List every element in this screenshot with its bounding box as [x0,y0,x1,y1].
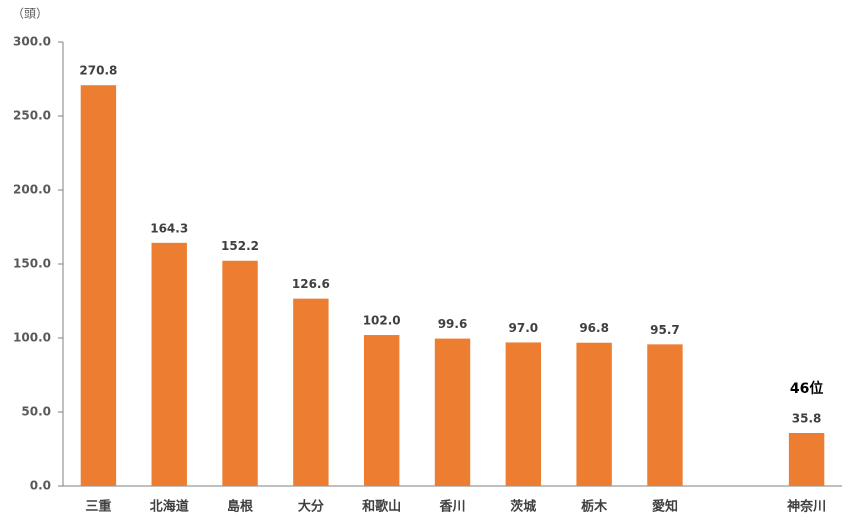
x-tick-label: 北海道 [150,499,189,515]
y-tick-label: 100.0 [13,331,51,345]
y-tick-label: 150.0 [13,257,51,271]
y-tick-label: 300.0 [13,35,51,49]
value-label: 164.3 [150,221,188,235]
bar [647,344,683,486]
value-label: 97.0 [509,321,539,335]
x-tick-label: 愛知 [652,499,678,515]
bar [293,298,329,486]
y-tick-label: 0.0 [30,479,51,493]
x-tick-label: 栃木 [581,499,608,515]
x-tick-label: 島根 [227,499,254,515]
y-tick-label: 200.0 [13,183,51,197]
bar [788,433,825,486]
bar [80,85,117,486]
value-label: 99.6 [438,317,468,331]
x-tick-label: 神奈川 [787,499,826,515]
value-label: 126.6 [292,277,330,291]
bar [222,260,258,486]
x-tick-label: 香川 [438,499,465,515]
bar [505,342,542,486]
value-label: 102.0 [363,314,401,328]
y-tick-label: 250.0 [13,109,51,123]
bar [151,242,187,486]
value-label: 96.8 [579,321,609,335]
x-tick-label: 茨城 [510,499,536,515]
bar [434,338,471,486]
y-tick-label: 50.0 [21,405,51,419]
x-tick-label: 三重 [85,499,111,515]
value-label: 152.2 [221,239,259,253]
value-label: 95.7 [650,323,680,337]
bar [576,342,612,486]
x-tick-label: 和歌山 [362,499,401,515]
x-tick-label: 大分 [298,499,324,515]
annotation: 46位 [790,380,823,397]
y-axis-label: （頭） [12,7,48,21]
value-label: 35.8 [792,412,822,426]
value-label: 270.8 [79,64,117,78]
bar [363,335,400,486]
